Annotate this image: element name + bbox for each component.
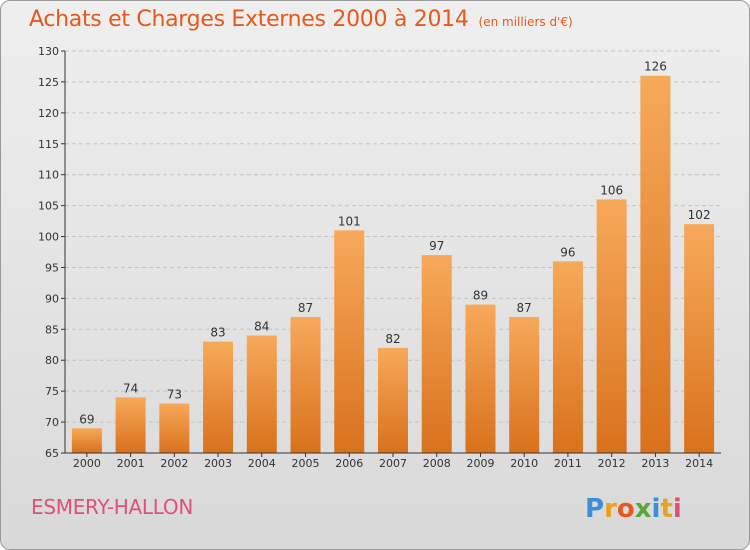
bar-2007 (378, 347, 408, 453)
chart-title: Achats et Charges Externes 2000 à 2014 (e… (29, 7, 573, 32)
x-tick-label: 2010 (510, 457, 538, 470)
y-tick-label: 110 (38, 169, 59, 182)
data-label: 87 (517, 301, 532, 315)
y-tick-label: 80 (45, 354, 59, 367)
y-tick-label: 125 (38, 76, 59, 89)
x-tick-label: 2013 (641, 457, 669, 470)
x-tick-label: 2007 (379, 457, 407, 470)
bar-2005 (290, 316, 321, 453)
data-label: 82 (385, 332, 400, 346)
chart-title-text: Achats et Charges Externes 2000 à 2014 (29, 7, 469, 32)
y-tick-label: 85 (45, 323, 59, 336)
bar-2003 (203, 341, 234, 453)
bar-2006 (334, 230, 365, 453)
y-tick-label: 75 (45, 385, 59, 398)
svg-text:Proxiti: Proxiti (585, 494, 682, 524)
bar-2011 (552, 261, 583, 453)
axes (61, 50, 721, 457)
bar-2010 (509, 316, 540, 453)
y-tick-label: 105 (38, 200, 59, 213)
data-label: 74 (123, 381, 138, 395)
bar-2009 (465, 304, 496, 453)
bar-2013 (640, 75, 671, 453)
data-label: 83 (210, 326, 225, 340)
x-tick-label: 2012 (598, 457, 626, 470)
x-tick-label: 2014 (685, 457, 713, 470)
x-tick-label: 2000 (73, 457, 101, 470)
labels: 65 70 75 80 85 90 95 100 105 110 115 120 125 130 69 200… (38, 45, 713, 470)
commune-name: ESMERY-HALLON (31, 495, 193, 519)
x-tick-label: 2008 (423, 457, 451, 470)
x-tick-label: 2001 (117, 457, 145, 470)
y-tick-label: 120 (38, 107, 59, 120)
y-tick-label: 100 (38, 231, 59, 244)
x-tick-label: 2005 (292, 457, 320, 470)
data-label: 101 (338, 214, 361, 228)
bar-2000 (71, 428, 102, 453)
bars (71, 75, 715, 453)
bar-2002 (159, 403, 190, 453)
data-label: 126 (644, 60, 667, 74)
y-tick-label: 90 (45, 292, 59, 305)
x-tick-label: 2009 (466, 457, 494, 470)
data-label: 106 (600, 183, 623, 197)
proxiti-logo: Proxiti (585, 494, 682, 524)
bar-2014 (684, 224, 715, 453)
data-label: 96 (560, 245, 575, 259)
bar-2012 (596, 199, 627, 453)
y-tick-label: 130 (38, 45, 59, 58)
y-tick-label: 70 (45, 416, 59, 429)
y-tick-label: 65 (45, 447, 59, 460)
data-label: 73 (167, 388, 182, 402)
x-tick-label: 2006 (335, 457, 363, 470)
data-label: 87 (298, 301, 313, 315)
x-tick-label: 2002 (160, 457, 188, 470)
data-label: 97 (429, 239, 444, 253)
x-tick-label: 2011 (554, 457, 582, 470)
bar-2004 (246, 335, 277, 453)
x-tick-label: 2004 (248, 457, 276, 470)
data-label: 84 (254, 319, 269, 333)
data-label: 89 (473, 289, 488, 303)
bar-2008 (421, 255, 452, 453)
chart-unit: (en milliers d'€) (478, 15, 573, 29)
y-tick-label: 95 (45, 261, 59, 274)
y-tick-label: 115 (38, 138, 59, 151)
data-label: 69 (79, 412, 94, 426)
x-tick-label: 2003 (204, 457, 232, 470)
bar-2001 (115, 397, 146, 453)
data-label: 102 (688, 208, 711, 222)
